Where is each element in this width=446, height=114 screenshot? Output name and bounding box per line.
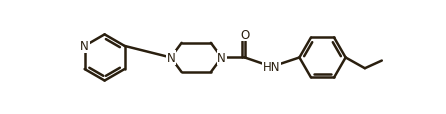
Text: N: N [166,52,175,64]
Text: N: N [80,40,89,53]
Text: O: O [240,29,249,41]
Text: N: N [217,52,226,64]
Text: HN: HN [263,61,281,74]
